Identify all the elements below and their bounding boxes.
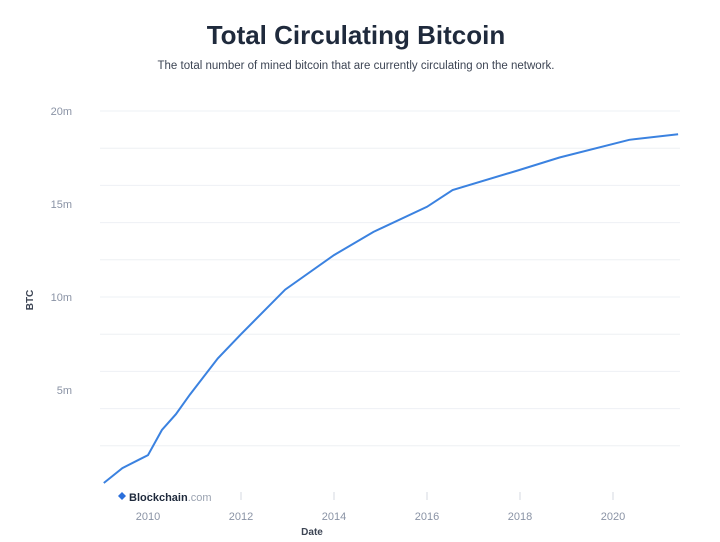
series-line: [103, 133, 679, 484]
blockchain-logo-icon: [118, 492, 126, 500]
x-tick-label: 2018: [508, 511, 532, 523]
y-tick-label: 20m: [51, 106, 72, 118]
watermark-logo: Blockchain.com: [129, 492, 212, 504]
y-tick-label: 15m: [51, 199, 72, 211]
chart-subtitle: The total number of mined bitcoin that a…: [157, 60, 555, 72]
y-tick-label: 10m: [51, 292, 72, 304]
y-tick-label: 5m: [57, 385, 72, 397]
x-tick-label: 2014: [322, 511, 346, 523]
x-tick-label: 2012: [229, 511, 253, 523]
x-tick-label: 2016: [415, 511, 439, 523]
chart-title: Total Circulating Bitcoin: [206, 20, 506, 50]
x-tick-label: 2020: [601, 511, 625, 523]
y-axis-label: BTC: [25, 290, 36, 311]
x-tick-label: 2010: [136, 511, 160, 523]
x-axis-label: Date: [301, 527, 323, 538]
